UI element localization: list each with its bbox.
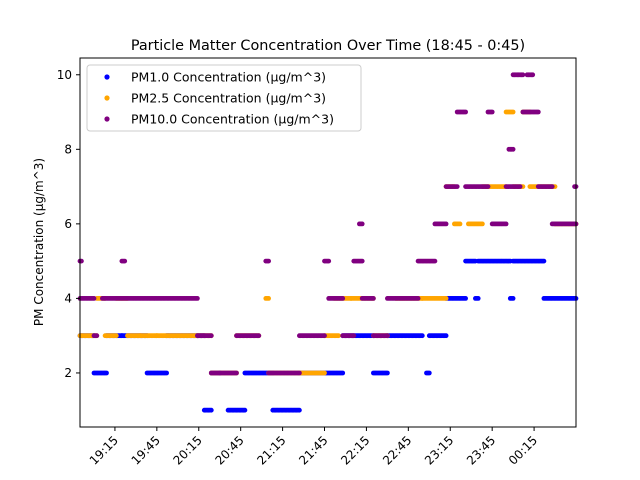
data-point (419, 333, 425, 339)
data-point (234, 370, 239, 376)
legend-label: PM2.5 Concentration (μg/m^3) (131, 91, 326, 106)
plot-frame (79, 57, 577, 428)
data-point (336, 333, 341, 339)
x-tick-label: 22:45 (380, 433, 414, 467)
data-point (297, 370, 302, 376)
x-tick-label: 20:45 (212, 433, 246, 467)
x-tick-label: 19:45 (129, 433, 163, 467)
data-point (385, 333, 390, 339)
data-point (266, 296, 271, 301)
data-point (164, 370, 170, 376)
data-point (371, 296, 376, 301)
data-point (489, 109, 495, 115)
data-point (510, 146, 516, 152)
data-point (326, 258, 332, 264)
data-point (541, 258, 547, 264)
data-point (322, 370, 327, 376)
x-tick-label: 22:15 (338, 433, 372, 467)
points-layer (77, 72, 579, 413)
data-point (351, 333, 357, 339)
x-tick-label: 23:15 (422, 433, 456, 467)
data-point (104, 370, 109, 376)
data-point (457, 221, 463, 227)
data-point (242, 407, 248, 413)
x-tick-label: 19:15 (87, 433, 121, 467)
series-2 (77, 72, 579, 376)
x-tick-label: 20:15 (171, 433, 205, 467)
data-point (520, 72, 526, 78)
legend-box (86, 64, 362, 132)
data-point (510, 109, 516, 115)
legend-label: PM1.0 Concentration (μg/m^3) (131, 70, 326, 85)
data-point (517, 184, 523, 190)
data-point (359, 258, 365, 264)
y-tick-label: 4 (64, 291, 72, 305)
data-point (297, 407, 302, 413)
data-point (454, 184, 460, 190)
data-point (503, 221, 509, 227)
data-point (359, 221, 365, 227)
y-tick-label: 10 (57, 68, 72, 82)
legend-marker (104, 95, 110, 101)
x-tick-label: 21:15 (254, 433, 288, 467)
data-point (480, 221, 485, 227)
y-tick-label: 8 (64, 142, 72, 156)
y-axis: 2 4 6 8 10 (57, 68, 80, 380)
data-point (443, 333, 449, 339)
data-point (385, 370, 390, 376)
data-point (256, 333, 262, 339)
data-point (113, 333, 119, 339)
data-point (208, 407, 214, 413)
data-point (322, 333, 327, 339)
legend-label: PM10.0 Concentration (μg/m^3) (131, 112, 334, 127)
data-point (91, 296, 97, 301)
data-point (415, 296, 421, 301)
data-point (195, 296, 200, 301)
chart-title: Particle Matter Concentration Over Time … (131, 38, 525, 54)
data-point (443, 296, 449, 301)
legend-marker (104, 74, 110, 80)
data-point (530, 72, 536, 78)
data-point (122, 258, 128, 264)
data-point (549, 184, 555, 190)
data-point (208, 333, 214, 339)
y-tick-label: 6 (64, 217, 72, 231)
data-point (485, 184, 491, 190)
x-tick-label: 23:45 (464, 433, 498, 467)
data-point (535, 109, 541, 115)
data-point (510, 296, 516, 301)
data-point (266, 258, 271, 264)
legend-marker (104, 116, 110, 122)
legend: PM1.0 Concentration (μg/m^3) PM2.5 Concen… (86, 64, 362, 132)
data-point (426, 370, 432, 376)
x-tick-label: 21:45 (296, 433, 330, 467)
x-tick-label: 00:15 (506, 433, 540, 467)
y-tick-label: 2 (64, 366, 72, 380)
series-1 (77, 109, 579, 376)
data-point (463, 296, 468, 301)
data-point (475, 296, 481, 301)
data-point (463, 109, 468, 115)
data-point (340, 296, 346, 301)
data-point (94, 333, 100, 339)
y-axis-label: PM Concentration (μg/m^3) (32, 158, 46, 326)
data-point (340, 370, 346, 376)
data-point (443, 221, 449, 227)
data-point (432, 258, 438, 264)
x-axis: 19:15 19:45 20:15 20:45 21:15 21:45 22:15 22:45… (87, 427, 540, 468)
